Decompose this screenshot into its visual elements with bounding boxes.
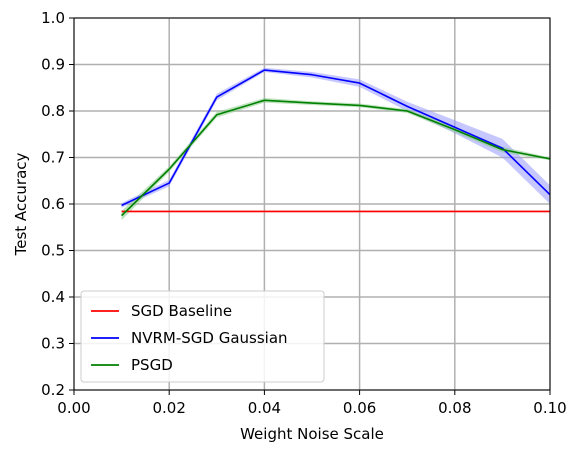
series-lines xyxy=(121,69,551,217)
y-tick-label: 0.2 xyxy=(41,381,65,399)
ticks xyxy=(69,17,551,395)
y-tick-label: 0.4 xyxy=(41,288,65,306)
x-tick-label: 0.08 xyxy=(438,399,471,417)
series-line-2 xyxy=(121,99,551,217)
x-tick-label: 0.06 xyxy=(343,399,376,417)
y-tick-label: 0.6 xyxy=(41,195,65,213)
legend-label-2: PSGD xyxy=(131,356,173,374)
x-axis-title: Weight Noise Scale xyxy=(240,425,384,443)
band-1 xyxy=(121,67,550,208)
x-tick-label: 0.00 xyxy=(57,399,90,417)
legend-box xyxy=(80,290,325,383)
x-tick-label: 0.10 xyxy=(533,399,566,417)
legend-label-1: NVRM-SGD Gaussian xyxy=(131,329,288,347)
y-axis-title: Test Accuracy xyxy=(12,152,30,256)
y-tick-label: 0.8 xyxy=(41,102,65,120)
series-line-1 xyxy=(121,69,551,207)
y-tick-label: 0.3 xyxy=(41,335,65,353)
tick-labels: 0.00 0.02 0.04 0.06 0.08 0.10 0.2 0.3 0.4 0.5 0.6 0… xyxy=(41,9,567,417)
y-tick-label: 0.5 xyxy=(41,242,65,260)
y-tick-label: 1.0 xyxy=(41,9,65,27)
y-tick-label: 0.7 xyxy=(41,149,65,167)
x-tick-label: 0.04 xyxy=(248,399,281,417)
x-tick-label: 0.02 xyxy=(152,399,185,417)
legend-label-0: SGD Baseline xyxy=(131,302,232,320)
legend: SGD Baseline NVRM-SGD Gaussian PSGD xyxy=(80,290,325,383)
y-tick-label: 0.9 xyxy=(41,56,65,74)
